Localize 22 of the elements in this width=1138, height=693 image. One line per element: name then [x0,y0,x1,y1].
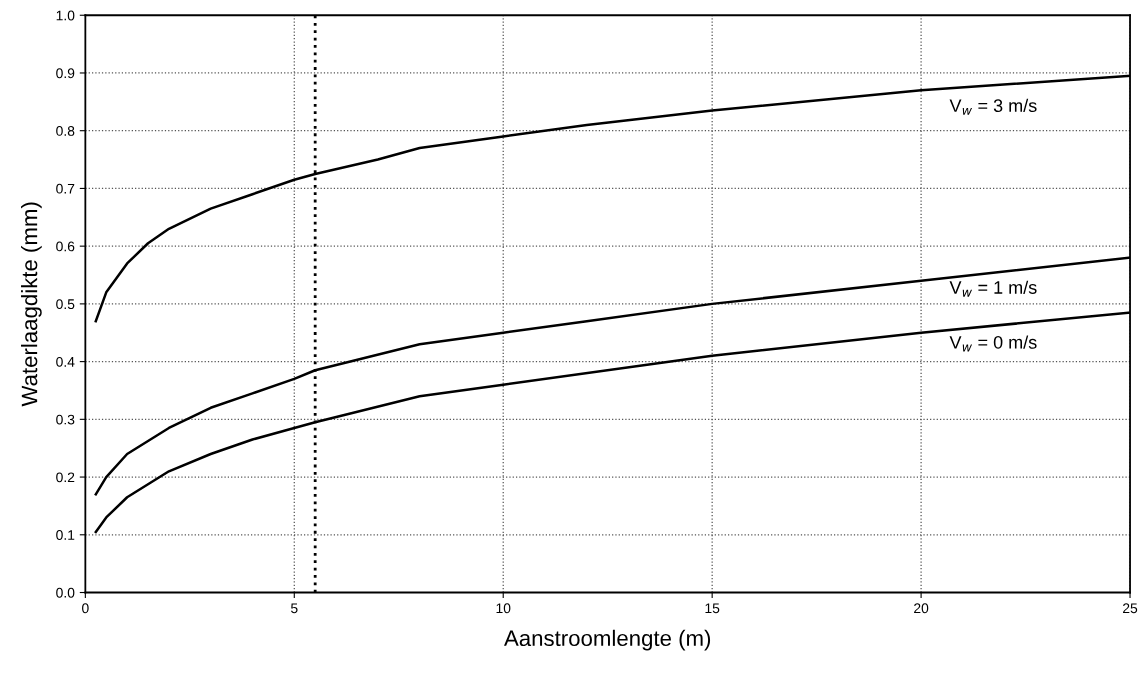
y-tick-label: 0.9 [56,68,75,79]
y-tick-label: 0.7 [56,183,75,194]
series-label: V$_{w}$ = 3 m/s [949,98,1037,115]
y-tick-label: 1.0 [56,10,75,21]
y-tick-label: 0.6 [56,241,75,252]
x-tick-label: 5 [290,603,298,614]
series-label: V$_{w}$ = 1 m/s [949,280,1037,297]
x-tick-label: 15 [705,603,720,614]
y-tick-label: 0.5 [56,299,75,310]
y-tick-label: 0.8 [56,126,75,136]
x-tick-label: 20 [914,603,929,614]
y-axis-title: Waterlaagdikte (mm) [21,202,42,407]
y-tick-label: 0.0 [56,587,75,598]
y-tick-label: 0.3 [56,414,75,425]
x-tick-label: 25 [1123,603,1138,614]
x-tick-label: 0 [82,603,89,614]
y-tick-label: 0.4 [56,356,75,367]
x-tick-label: 10 [496,603,511,614]
y-tick-label: 0.2 [56,472,75,483]
series-label: V$_{w}$ = 0 m/s [949,335,1037,352]
y-tick-label: 0.1 [56,530,75,540]
x-axis-title: Aanstroomlengte (m) [504,629,711,651]
